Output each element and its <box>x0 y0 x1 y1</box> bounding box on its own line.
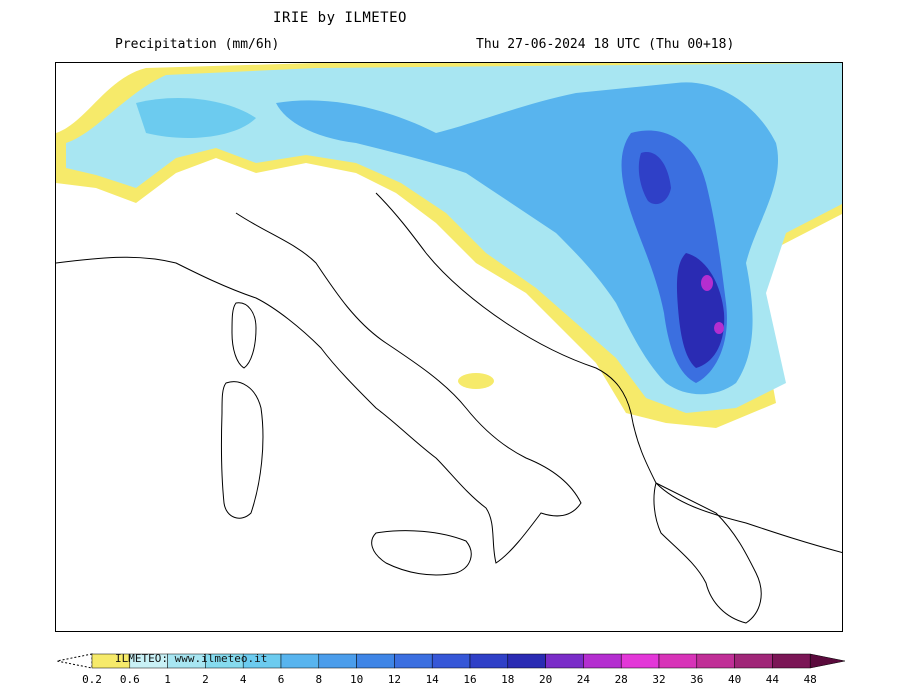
legend-tick-label: 12 <box>388 673 401 686</box>
precipitation-legend: 0.2 0.6 1 2 4 6 8 10 12 14 16 18 20 24 28 32 36 40 44 48 IL… <box>55 652 845 692</box>
legend-swatch <box>734 653 773 669</box>
legend-swatch <box>772 653 811 669</box>
legend-swatch <box>507 653 546 669</box>
legend-tick-label: 14 <box>426 673 440 686</box>
corsica-coastline <box>231 302 257 369</box>
legend-arrow-low <box>56 653 93 669</box>
legend-colorbar: 0.2 0.6 1 2 4 6 8 10 12 14 16 18 20 24 28 32 36 40 44 48 <box>56 653 845 686</box>
legend-tick-label: 40 <box>728 673 741 686</box>
legend-tick-label: 36 <box>690 673 703 686</box>
legend-swatch <box>318 653 357 669</box>
legend-tick-label: 44 <box>766 673 780 686</box>
legend-swatch <box>545 653 584 669</box>
legend-tick-label: 32 <box>652 673 665 686</box>
coastlines <box>56 192 842 624</box>
legend-tick-label: 4 <box>240 673 247 686</box>
legend-tick-label: 10 <box>350 673 363 686</box>
legend-arrow-high <box>809 653 845 669</box>
legend-swatch <box>469 653 509 669</box>
sicily-coastline <box>371 530 472 576</box>
legend-swatch <box>394 653 433 669</box>
drizzle-patch-central-italy <box>458 373 494 389</box>
adriatic-east-coastline <box>375 192 842 553</box>
extreme-core-north <box>701 275 713 291</box>
legend-tick-label: 16 <box>463 673 476 686</box>
legend-tick-label: 48 <box>804 673 817 686</box>
legend-tick-label: 20 <box>539 673 552 686</box>
legend-swatch <box>620 653 660 669</box>
legend-tick-label: 6 <box>278 673 285 686</box>
legend-tick-label: 18 <box>501 673 514 686</box>
precipitation-map <box>55 62 843 632</box>
legend-tick-label: 28 <box>615 673 628 686</box>
variable-label: Precipitation (mm/6h) <box>115 37 280 52</box>
legend-tick-label: 2 <box>202 673 209 686</box>
sardinia-coastline <box>220 381 264 519</box>
greece-coastline <box>653 482 762 624</box>
legend-swatch <box>696 653 735 669</box>
legend-tick-label: 1 <box>164 673 171 686</box>
valid-time-label: Thu 27-06-2024 18 UTC (Thu 00+18) <box>476 37 735 52</box>
legend-swatch <box>658 653 698 669</box>
map-title: IRIE by ILMETEO <box>273 10 407 26</box>
legend-swatch <box>356 653 395 669</box>
italy-coastline <box>56 212 582 564</box>
legend-tick-label: 24 <box>577 673 591 686</box>
legend-tick-label: 8 <box>315 673 322 686</box>
map-canvas <box>56 63 842 624</box>
legend-swatch <box>280 653 320 669</box>
legend-tick-label: 0.6 <box>120 673 140 686</box>
very-heavy-rain-area-north <box>638 152 671 205</box>
moderate-rain-patch-west <box>136 98 256 138</box>
legend-swatch <box>431 653 471 669</box>
extreme-rain-layer <box>701 275 724 334</box>
extreme-core-south <box>714 322 724 334</box>
legend-swatch <box>583 653 622 669</box>
legend-tick-label: 0.2 <box>82 673 102 686</box>
legend-credit: ILMETEO: www.ilmeteo.it <box>115 652 268 665</box>
